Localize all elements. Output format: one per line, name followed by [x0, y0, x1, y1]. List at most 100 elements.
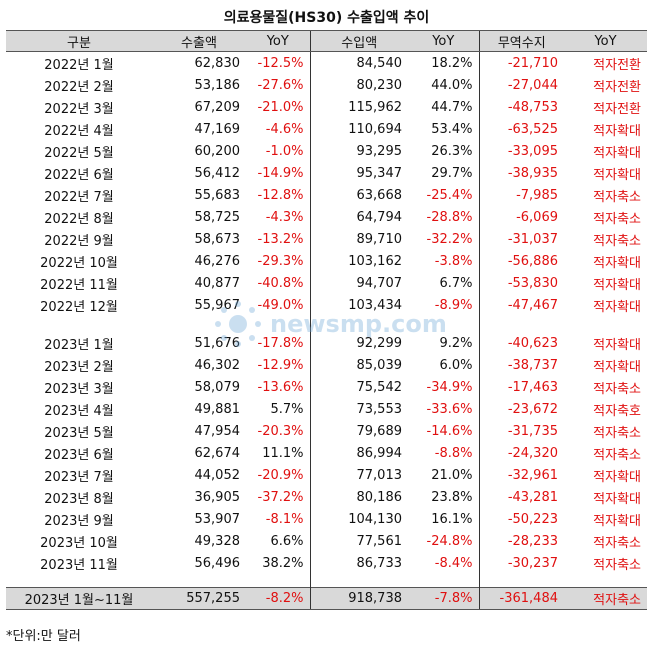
export-cell: 55,967 [194, 297, 241, 313]
header-export-yoy: YoY [246, 30, 310, 52]
status-cell: 적자확대 [593, 513, 641, 529]
status-cell: 적자축소 [593, 557, 641, 573]
balance-cell: -7,985 [478, 184, 564, 206]
import-cell: 93,295 [309, 140, 408, 162]
period-cell: 2022년 5월 [44, 145, 114, 161]
balance-cell: -17,463 [478, 376, 564, 398]
balance-cell: -361,484 [478, 587, 564, 610]
import-yoy-cell: 53.4% [431, 121, 473, 137]
import-yoy-cell: -34.9% [426, 379, 473, 395]
balance-cell: -28,233 [478, 530, 564, 552]
balance-cell: -24,320 [478, 442, 564, 464]
export-cell: 44,052 [194, 467, 241, 483]
balance-cell: -30,237 [478, 552, 564, 574]
import-cell: 86,994 [309, 442, 408, 464]
export-yoy-cell: -49.0% [257, 297, 304, 313]
export-yoy-cell: -17.8% [257, 335, 304, 351]
period-cell: 2022년 6월 [44, 167, 114, 183]
import-cell: 95,347 [309, 162, 408, 184]
export-yoy-cell: -12.8% [257, 187, 304, 203]
export-cell: 46,276 [194, 253, 241, 269]
unit-note: *단위:만 달러 [6, 629, 81, 644]
table-row: 2022년 7월 55,683 -12.8% 63,668 -25.4% -7,985 적자… [6, 184, 647, 206]
balance-cell: -63,525 [478, 118, 564, 140]
export-cell: 60,200 [194, 143, 241, 159]
balance-cell: -31,037 [478, 228, 564, 250]
balance-cell: -27,044 [478, 74, 564, 96]
import-yoy-cell: 29.7% [431, 165, 473, 181]
status-cell: 적자확대 [593, 359, 641, 375]
export-yoy-cell: -40.8% [257, 275, 304, 291]
import-cell: 77,013 [309, 464, 408, 486]
import-yoy-cell: -14.6% [426, 423, 473, 439]
import-yoy-cell: -33.6% [426, 401, 473, 417]
table-row: 2022년 10월 46,276 -29.3% 103,162 -3.8% -56,886… [6, 250, 647, 272]
import-yoy-cell: 23.8% [431, 489, 473, 505]
table-row: 2023년 11월 56,496 38.2% 86,733 -8.4% -30,237 적자… [6, 552, 647, 574]
period-cell: 2023년 1월~11월 [6, 587, 152, 610]
import-cell: 89,710 [309, 228, 408, 250]
table-row: 2023년 4월 49,881 5.7% 73,553 -33.6% -23,672 적자축… [6, 398, 647, 420]
import-yoy-cell: 18.2% [431, 55, 473, 71]
status-cell: 적자전환 [593, 101, 641, 117]
period-cell: 2022년 8월 [44, 211, 114, 227]
import-cell: 75,542 [309, 376, 408, 398]
balance-cell: -40,623 [478, 332, 564, 354]
import-cell: 104,130 [309, 508, 408, 530]
import-yoy-cell: 44.7% [431, 99, 473, 115]
table-row: 2022년 5월 60,200 -1.0% 93,295 26.3% -33,095 적자확… [6, 140, 647, 162]
import-yoy-cell: 21.0% [431, 467, 473, 483]
export-cell: 51,676 [194, 335, 241, 351]
status-cell: 적자확대 [593, 167, 641, 183]
period-cell: 2023년 6월 [44, 447, 114, 463]
import-cell: 103,434 [309, 294, 408, 316]
period-cell: 2022년 11월 [40, 277, 118, 293]
export-yoy-cell: -13.2% [257, 231, 304, 247]
period-cell: 2023년 5월 [44, 425, 114, 441]
status-cell: 적자확대 [593, 145, 641, 161]
table-row: 2023년 3월 58,079 -13.6% 75,542 -34.9% -17,463 적… [6, 376, 647, 398]
export-cell: 67,209 [194, 99, 241, 115]
import-cell: 86,733 [309, 552, 408, 574]
status-cell: 적자축소 [564, 587, 647, 610]
export-cell: 58,079 [194, 379, 241, 395]
import-cell: 115,962 [309, 96, 408, 118]
balance-cell: -48,753 [478, 96, 564, 118]
table-row: 2023년 1월 51,676 -17.8% 92,299 9.2% -40,623 적자확… [6, 332, 647, 354]
balance-cell: -43,281 [478, 486, 564, 508]
summary-row: 2023년 1월~11월 557,255 -8.2% 918,738 -7.8% -361… [6, 587, 647, 610]
status-cell: 적자축소 [593, 233, 641, 249]
table-row: 2023년 7월 44,052 -20.9% 77,013 21.0% -32,961 적자… [6, 464, 647, 486]
export-yoy-cell: -4.6% [265, 121, 304, 137]
balance-cell: -47,467 [478, 294, 564, 316]
period-cell: 2023년 10월 [40, 535, 118, 551]
export-cell: 49,328 [194, 533, 241, 549]
status-cell: 적자확대 [593, 255, 641, 271]
table-row: 2022년 12월 55,967 -49.0% 103,434 -8.9% -47,467… [6, 294, 647, 316]
export-yoy-cell: -12.5% [257, 55, 304, 71]
export-cell: 55,683 [194, 187, 241, 203]
status-cell: 적자확대 [593, 277, 641, 293]
import-yoy-cell: -28.8% [426, 209, 473, 225]
status-cell: 적자축소 [593, 447, 641, 463]
export-yoy-cell: -14.9% [257, 165, 304, 181]
export-cell: 46,302 [194, 357, 241, 373]
import-yoy-cell: 16.1% [431, 511, 473, 527]
period-cell: 2022년 3월 [44, 101, 114, 117]
period-cell: 2023년 2월 [44, 359, 114, 375]
status-cell: 적자축호 [593, 403, 641, 419]
import-cell: 80,186 [309, 486, 408, 508]
period-cell: 2022년 10월 [40, 255, 118, 271]
period-cell: 2023년 8월 [44, 491, 114, 507]
export-cell: 40,877 [194, 275, 241, 291]
import-yoy-cell: -3.8% [434, 253, 473, 269]
export-cell: 49,881 [194, 401, 241, 417]
table-row: 2022년 11월 40,877 -40.8% 94,707 6.7% -53,830 적자… [6, 272, 647, 294]
export-cell: 56,496 [194, 555, 241, 571]
header-balance: 무역수지 [478, 30, 564, 52]
table-row: 2023년 2월 46,302 -12.9% 85,039 6.0% -38,737 적자확… [6, 354, 647, 376]
import-cell: 103,162 [309, 250, 408, 272]
period-cell: 2023년 1월 [44, 337, 114, 353]
table-row: 2022년 6월 56,412 -14.9% 95,347 29.7% -38,935 적자… [6, 162, 647, 184]
status-cell: 적자축소 [593, 535, 641, 551]
